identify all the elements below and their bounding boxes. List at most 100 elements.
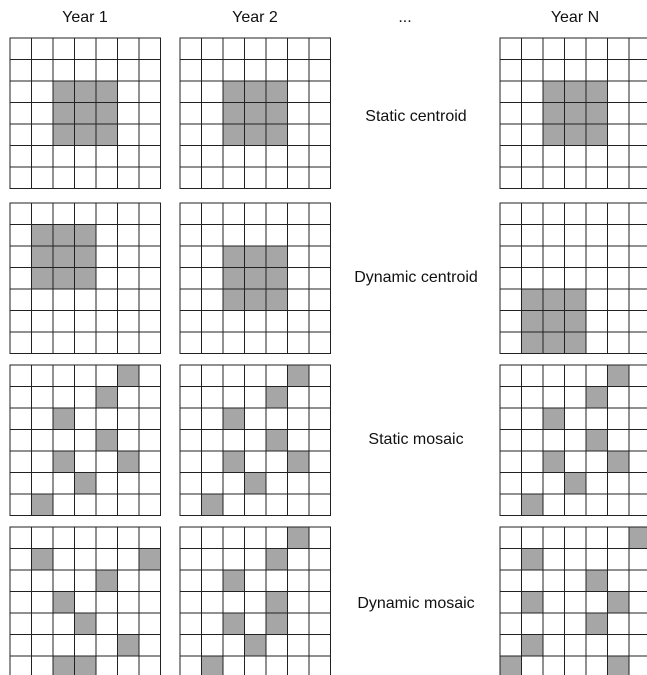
- shaded-cell: [499, 655, 522, 675]
- grid-cell: [31, 310, 54, 333]
- grid-cell: [138, 331, 161, 354]
- shaded-cell: [74, 267, 97, 290]
- shaded-cell: [521, 634, 544, 657]
- grid-cell: [179, 145, 202, 168]
- grid-cell: [499, 267, 522, 290]
- grid-cell: [179, 569, 202, 592]
- grid-cell: [9, 634, 32, 657]
- grid-cell: [95, 331, 118, 354]
- grid-cell: [607, 612, 630, 635]
- grid-cell: [521, 429, 544, 452]
- grid-cell: [308, 548, 331, 571]
- shaded-cell: [585, 386, 608, 409]
- grid-cell: [117, 429, 140, 452]
- grid-cell: [564, 224, 587, 247]
- grid-cell: [201, 37, 224, 60]
- shaded-cell: [31, 548, 54, 571]
- grid-cell: [628, 591, 647, 614]
- grid-cell: [31, 472, 54, 495]
- grid-cell: [607, 123, 630, 146]
- shaded-cell: [74, 612, 97, 635]
- grid-cell: [308, 145, 331, 168]
- grid-cell: [31, 80, 54, 103]
- grid-cell: [138, 407, 161, 430]
- grid-cell: [138, 102, 161, 125]
- grid-cell: [542, 655, 565, 675]
- grid-cell: [542, 472, 565, 495]
- grid-cell: [244, 310, 267, 333]
- shaded-cell: [244, 634, 267, 657]
- grid-cell: [308, 123, 331, 146]
- grid-cell: [138, 59, 161, 82]
- grid-cell: [521, 450, 544, 473]
- grid-cell: [9, 80, 32, 103]
- shaded-cell: [265, 386, 288, 409]
- grid-cell: [308, 450, 331, 473]
- grid-cell: [179, 364, 202, 387]
- grid-cell: [201, 429, 224, 452]
- grid-cell: [9, 386, 32, 409]
- grid-cell: [179, 450, 202, 473]
- grid-cell: [585, 224, 608, 247]
- grid-cell: [9, 288, 32, 311]
- shaded-cell: [542, 288, 565, 311]
- grid-cell: [287, 202, 310, 225]
- grid-cell: [244, 407, 267, 430]
- shaded-cell: [52, 591, 75, 614]
- grid-cell: [628, 472, 647, 495]
- grid-cell: [138, 166, 161, 189]
- grid-cell: [244, 591, 267, 614]
- grid-cell: [31, 634, 54, 657]
- grid-cell: [201, 310, 224, 333]
- grid-cell: [521, 123, 544, 146]
- shaded-cell: [95, 123, 118, 146]
- grid-cell: [499, 364, 522, 387]
- shaded-cell: [585, 80, 608, 103]
- grid-cell: [31, 331, 54, 354]
- grid-cell: [499, 37, 522, 60]
- grid-cell: [628, 245, 647, 268]
- shaded-cell: [74, 102, 97, 125]
- column-header: Year 2: [232, 9, 278, 26]
- grid-cell: [138, 591, 161, 614]
- shaded-cell: [222, 267, 245, 290]
- grid-cell: [499, 450, 522, 473]
- grid-cell: [521, 526, 544, 549]
- grid-cell: [308, 407, 331, 430]
- grid-cell: [585, 245, 608, 268]
- grid-cell: [308, 429, 331, 452]
- grid-cell: [287, 429, 310, 452]
- grid-cell: [179, 224, 202, 247]
- grid-cell: [287, 634, 310, 657]
- grid-cell: [31, 407, 54, 430]
- grid-cell: [287, 548, 310, 571]
- grid-cell: [628, 166, 647, 189]
- grid-cell: [201, 569, 224, 592]
- grid-cell: [179, 386, 202, 409]
- grid-cell: [308, 364, 331, 387]
- grid-cell: [564, 145, 587, 168]
- row-label: Dynamic centroid: [354, 269, 478, 286]
- grid-cell: [117, 569, 140, 592]
- grid-cell: [179, 634, 202, 657]
- grid-cell: [287, 493, 310, 516]
- grid-cell: [74, 37, 97, 60]
- grid-cell: [222, 202, 245, 225]
- shaded-cell: [244, 472, 267, 495]
- grid-cell: [117, 145, 140, 168]
- grid-cell: [244, 450, 267, 473]
- grid-cell: [308, 634, 331, 657]
- grid-cell: [585, 59, 608, 82]
- grid-cell: [9, 569, 32, 592]
- grid-cell: [95, 526, 118, 549]
- shaded-cell: [542, 310, 565, 333]
- shaded-cell: [95, 80, 118, 103]
- grid-cell: [138, 386, 161, 409]
- grid-cell: [265, 331, 288, 354]
- grid-cell: [138, 123, 161, 146]
- grid-cell: [52, 202, 75, 225]
- shaded-cell: [521, 310, 544, 333]
- grid-cell: [31, 145, 54, 168]
- grid-cell: [52, 634, 75, 657]
